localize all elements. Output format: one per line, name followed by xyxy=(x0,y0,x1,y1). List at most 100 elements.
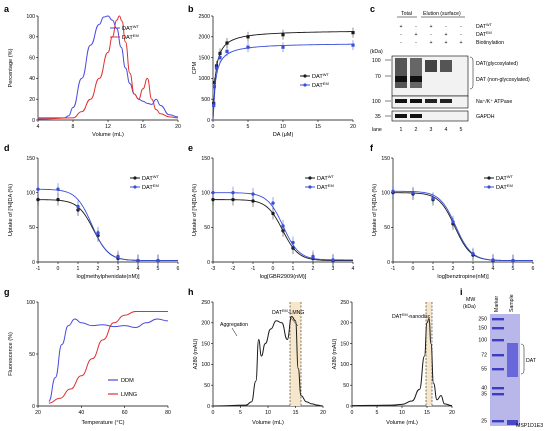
y-tick-label: 150 xyxy=(340,341,349,347)
x-axis-label: DA (μM) xyxy=(273,132,294,138)
lane-label: lane xyxy=(372,127,382,133)
sign-cell: - xyxy=(400,32,402,38)
fraction-shade xyxy=(426,302,432,406)
series-line xyxy=(351,318,453,407)
ladder-label: 35 xyxy=(481,392,487,398)
gel-band-msp xyxy=(507,420,518,425)
y-tick-label: 250 xyxy=(340,300,349,306)
x-tick-label: 4 xyxy=(492,266,495,272)
panel-label-h: h xyxy=(188,287,194,297)
fit-curve xyxy=(212,43,354,121)
bracket-glycosylated xyxy=(469,56,474,90)
y-axis-label: Uptake of [³H]DA (%) xyxy=(8,184,14,236)
mw-100-a: 100 xyxy=(372,58,381,64)
x-tick-label: 1 xyxy=(292,266,295,272)
data-point xyxy=(391,189,395,193)
x-tick-label: 20 xyxy=(35,410,41,416)
y-tick-label: 0 xyxy=(32,260,35,266)
y-axis-label: CPM xyxy=(192,61,198,74)
y-tick-label: 0 xyxy=(207,404,210,410)
sign-cell: - xyxy=(460,32,462,38)
panel-label-b: b xyxy=(188,4,194,14)
ladder-band xyxy=(492,420,504,423)
x-tick-label: 20 xyxy=(449,410,455,416)
y-axis-label: Uptake of [³H]DA (%) xyxy=(372,184,378,236)
chart-g-thermostability: 20 40 60 80 0 50 100 Temperature (°C) Fluorescen… xyxy=(8,300,171,426)
ladder-band xyxy=(492,387,504,390)
y-tick-label: 2500 xyxy=(198,14,210,20)
x-tick-label: 1 xyxy=(432,266,435,272)
ladder-label: 25 xyxy=(481,419,487,425)
y-tick-label: 0 xyxy=(32,404,35,410)
series-line xyxy=(37,15,179,120)
ladder-label: 250 xyxy=(478,317,487,323)
x-tick-label: -1 xyxy=(391,266,396,272)
annotation-aggregation: Aggregation xyxy=(220,322,248,328)
band-lane1-gapdh xyxy=(395,114,407,118)
gel-col-sample: Sample xyxy=(509,294,515,312)
x-tick-label: 0 xyxy=(212,410,215,416)
sign-grid: + - + - - - + - + - - - + + + xyxy=(399,24,462,46)
x-tick-label: 0 xyxy=(412,266,415,272)
header-elution: Elution (surface) xyxy=(423,11,461,17)
y-tick-label: 40 xyxy=(29,76,35,82)
x-axis-label: log[benztropine(nM)] xyxy=(437,274,489,280)
legend-marker xyxy=(308,176,312,180)
legend-label: DATEM xyxy=(122,33,139,41)
y-tick-label: 200 xyxy=(201,321,210,327)
annotation-arrow xyxy=(231,327,238,337)
y-tick-label: 100 xyxy=(26,190,35,196)
legend-label: DATEM xyxy=(312,81,329,89)
sign-cell: + xyxy=(429,40,432,46)
data-point xyxy=(211,197,215,202)
y-tick-label: 150 xyxy=(201,156,210,162)
mw-100-b: 100 xyxy=(372,99,381,105)
band-label-non-glycosylated: DAT (non-glycosylated) xyxy=(476,77,530,83)
data-point xyxy=(116,254,120,259)
y-axis-label: Percentage (%) xyxy=(8,48,14,87)
x-tick-label: 0 xyxy=(57,266,60,272)
legend-label: DATEM xyxy=(317,183,334,191)
gel-mw-unit: (kDa) xyxy=(463,304,476,310)
y-axis-label: A280 (mAU) xyxy=(332,338,338,369)
band-lane1-dat xyxy=(395,58,407,88)
data-point xyxy=(218,56,222,60)
y-tick-label: 50 xyxy=(29,352,35,358)
x-tick-label: 15 xyxy=(424,410,430,416)
data-point xyxy=(36,187,40,191)
band-lane3-dat xyxy=(425,60,437,72)
legend-label: DATWT xyxy=(142,174,160,182)
data-point xyxy=(246,35,250,39)
data-point xyxy=(36,197,40,202)
legend-label: DATWT xyxy=(122,24,140,32)
sign-cell: + xyxy=(444,40,447,46)
y-axis-label: Fluorescence (%) xyxy=(8,332,14,376)
x-tick-label: 0 xyxy=(351,410,354,416)
ladder-label: 40 xyxy=(481,386,487,392)
data-point xyxy=(251,192,255,196)
ladder-label: 150 xyxy=(478,326,487,332)
sign-cell: + xyxy=(414,32,417,38)
x-tick-label: 5 xyxy=(376,410,379,416)
lane-number: 4 xyxy=(445,127,448,133)
band-lane1-atpase xyxy=(395,99,407,103)
x-tick-label: 12 xyxy=(105,124,111,130)
x-tick-label: 4 xyxy=(352,266,355,272)
band-lane2-atpase xyxy=(410,99,422,103)
row-label-wt: DATWT xyxy=(476,23,493,30)
band-lane2-dat xyxy=(410,58,422,88)
x-tick-label: 20 xyxy=(175,124,181,130)
lane-numbers: 1 2 3 4 5 xyxy=(400,127,463,133)
fraction-shade xyxy=(290,302,301,406)
y-tick-label: 100 xyxy=(201,362,210,368)
y-tick-label: 50 xyxy=(204,225,210,231)
x-tick-label: -1 xyxy=(36,266,41,272)
row-label-em: DATEM xyxy=(476,31,492,38)
ladder-band xyxy=(492,354,504,357)
fit-curve xyxy=(37,188,178,262)
mw-70: 70 xyxy=(375,74,381,80)
x-tick-label: 0 xyxy=(272,266,275,272)
x-tick-label: 15 xyxy=(315,124,321,130)
data-point xyxy=(511,258,515,263)
